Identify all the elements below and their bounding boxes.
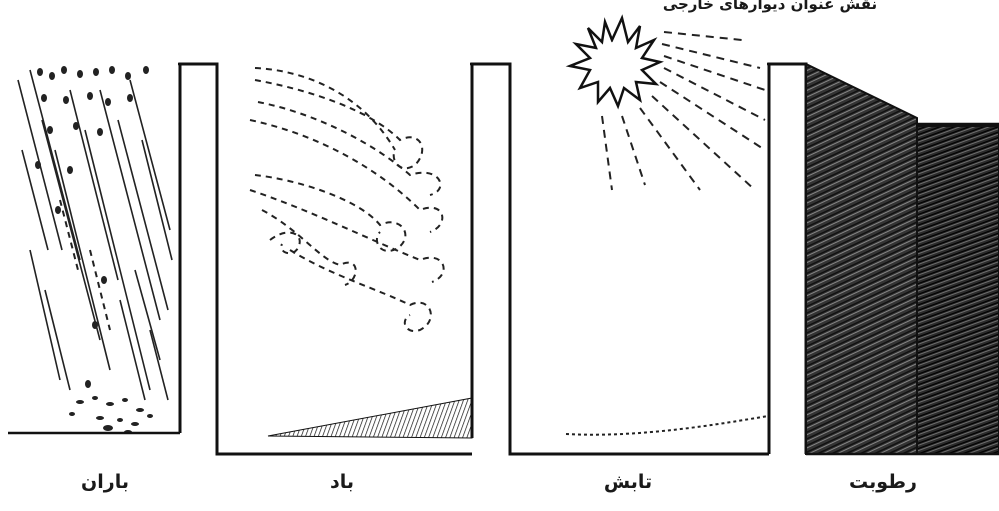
- moisture-wet-wall-front: [805, 62, 918, 455]
- label-radiation: تابش: [604, 471, 652, 493]
- wind-panel: [249, 67, 473, 439]
- sun-rays: [601, 31, 766, 191]
- label-wind: باد: [330, 471, 354, 493]
- label-moisture: رطوبت: [849, 471, 917, 493]
- rain-splash: [69, 396, 153, 434]
- wall-3: [767, 62, 808, 454]
- rain-streaks: [17, 69, 173, 401]
- wind-sand-drift: [267, 397, 473, 439]
- sun-icon: [565, 14, 664, 110]
- radiation-reflection: [565, 415, 769, 436]
- rain-panel: [8, 66, 180, 435]
- moisture-wet-wall-side: [916, 125, 999, 455]
- wall-2: [470, 62, 769, 456]
- wind-gusts: [249, 67, 445, 332]
- rain-drops: [35, 66, 149, 388]
- diagram-title: نقش عنوان دیوارهای خارجی: [663, 0, 877, 13]
- label-rain: باران: [81, 471, 129, 493]
- radiation-panel: [565, 14, 769, 436]
- moisture-panel: [805, 62, 999, 456]
